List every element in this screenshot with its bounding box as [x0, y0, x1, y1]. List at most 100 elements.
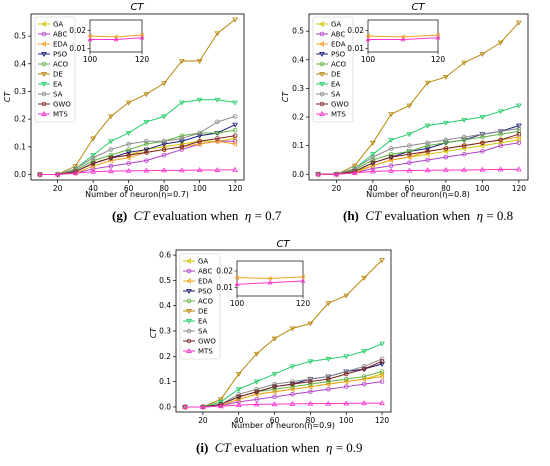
series-line-sa	[184, 358, 383, 408]
legend-marker	[319, 52, 325, 57]
data-point-pso	[379, 361, 385, 367]
data-point-abc	[361, 381, 367, 387]
data-point-de	[307, 321, 314, 327]
data-point-gwo	[370, 160, 376, 166]
inset-point-mts	[267, 280, 273, 285]
data-point-ea	[90, 153, 97, 159]
legend-label: MTS	[331, 111, 346, 119]
data-point-de	[424, 80, 431, 86]
legend-marker	[319, 82, 325, 87]
data-point-mts	[515, 166, 522, 172]
inset-point-eda	[234, 275, 239, 281]
caption-h-text: evaluation when	[381, 208, 474, 223]
legend-label: SA	[331, 91, 341, 99]
data-point-de	[90, 136, 97, 142]
data-point-sa	[343, 369, 349, 374]
legend-label: DE	[198, 308, 208, 316]
data-point-sa	[254, 386, 259, 392]
legend-label: ABC	[53, 31, 67, 39]
legend-label: MTS	[53, 111, 68, 119]
data-point-sa	[308, 376, 313, 382]
data-point-gwo	[480, 140, 485, 146]
legend-label: GA	[198, 258, 208, 266]
data-point-mts	[406, 167, 413, 173]
series-line-gwo	[39, 135, 236, 175]
data-point-aco	[215, 130, 220, 136]
data-point-mts	[307, 400, 314, 406]
data-point-mts	[388, 167, 395, 173]
series-line-mts	[39, 169, 236, 175]
inset-x-tick-label: 100	[230, 299, 245, 308]
data-point-de	[235, 372, 242, 378]
data-point-de	[497, 40, 504, 46]
legend-marker	[186, 328, 192, 334]
series-line-de	[184, 259, 383, 408]
data-point-mts	[253, 401, 260, 407]
x-axis-label: Number of neuron(η=0.7)	[85, 190, 189, 199]
y-tick-label: 0.2	[292, 113, 304, 122]
data-point-ea	[461, 117, 468, 123]
data-point-aco	[461, 137, 467, 143]
data-point-sa	[197, 130, 202, 136]
y-tick-label: 0.5	[159, 276, 171, 285]
data-point-mts	[369, 168, 376, 174]
x-tick-label: 40	[368, 184, 378, 193]
data-point-mts	[379, 400, 385, 406]
data-point-de	[143, 92, 150, 98]
series-mts	[315, 166, 522, 177]
caption-g-label: (g)	[112, 208, 128, 223]
data-point-ea	[253, 379, 260, 385]
y-tick-label: 0.0	[159, 402, 171, 411]
chart-title: CT	[130, 2, 144, 13]
data-point-abc	[254, 397, 259, 402]
caption-i-var: CT	[214, 440, 231, 455]
data-point-mts	[442, 166, 449, 172]
series-gwo	[315, 131, 522, 177]
inset-series-eda	[89, 34, 143, 38]
data-point-aco	[126, 147, 131, 152]
legend-label: DE	[53, 71, 63, 79]
data-point-ea	[161, 114, 168, 120]
data-point-pso	[161, 142, 168, 148]
y-tick-label: 0.5	[14, 32, 26, 41]
data-point-sa	[126, 141, 131, 147]
data-point-de	[479, 52, 486, 58]
data-point-ea	[442, 120, 449, 126]
inset-y-tick-label: 0.01	[69, 44, 86, 53]
data-point-sa	[443, 137, 449, 143]
data-point-eda	[361, 376, 367, 382]
data-point-abc	[480, 149, 485, 154]
data-point-de	[214, 31, 221, 37]
chart-title: CT	[411, 2, 425, 13]
inset-point-mts	[139, 35, 145, 40]
x-tick-label: 20	[53, 184, 63, 193]
data-point-mts	[315, 171, 322, 177]
data-point-aco	[361, 374, 367, 379]
series-mts	[182, 400, 385, 409]
data-point-aco	[379, 369, 385, 374]
data-point-de	[178, 59, 185, 65]
chart-panel-1: CT 20 40 60 80 100 120 0.0 0.1 0.2 0.3 0.4 0.5 Number…	[281, 2, 529, 199]
legend-label: MTS	[198, 348, 213, 356]
data-point-aco	[425, 143, 430, 148]
inset-y-tick-label: 0.01	[347, 44, 364, 53]
data-point-de	[271, 336, 278, 342]
data-point-sa	[179, 136, 185, 141]
data-point-ea	[143, 119, 150, 125]
inset-chart: 100 120 0.01 0.02	[347, 19, 445, 64]
data-point-abc	[108, 163, 114, 169]
legend-marker	[41, 91, 47, 97]
legend-label: ACO	[331, 61, 347, 69]
data-point-sa	[370, 154, 376, 160]
legend-label: EA	[53, 81, 62, 89]
x-tick-label: 100	[192, 184, 207, 193]
y-tick-label: 0.3	[159, 327, 171, 336]
data-point-mts	[143, 167, 150, 173]
data-point-abc	[425, 157, 430, 163]
data-point-ea	[406, 132, 413, 138]
series-line-sa	[39, 115, 236, 175]
data-point-ea	[214, 97, 221, 103]
data-point-aco	[290, 384, 295, 389]
inset-x-tick-label: 120	[135, 55, 150, 64]
inset-point-mts	[365, 36, 371, 42]
